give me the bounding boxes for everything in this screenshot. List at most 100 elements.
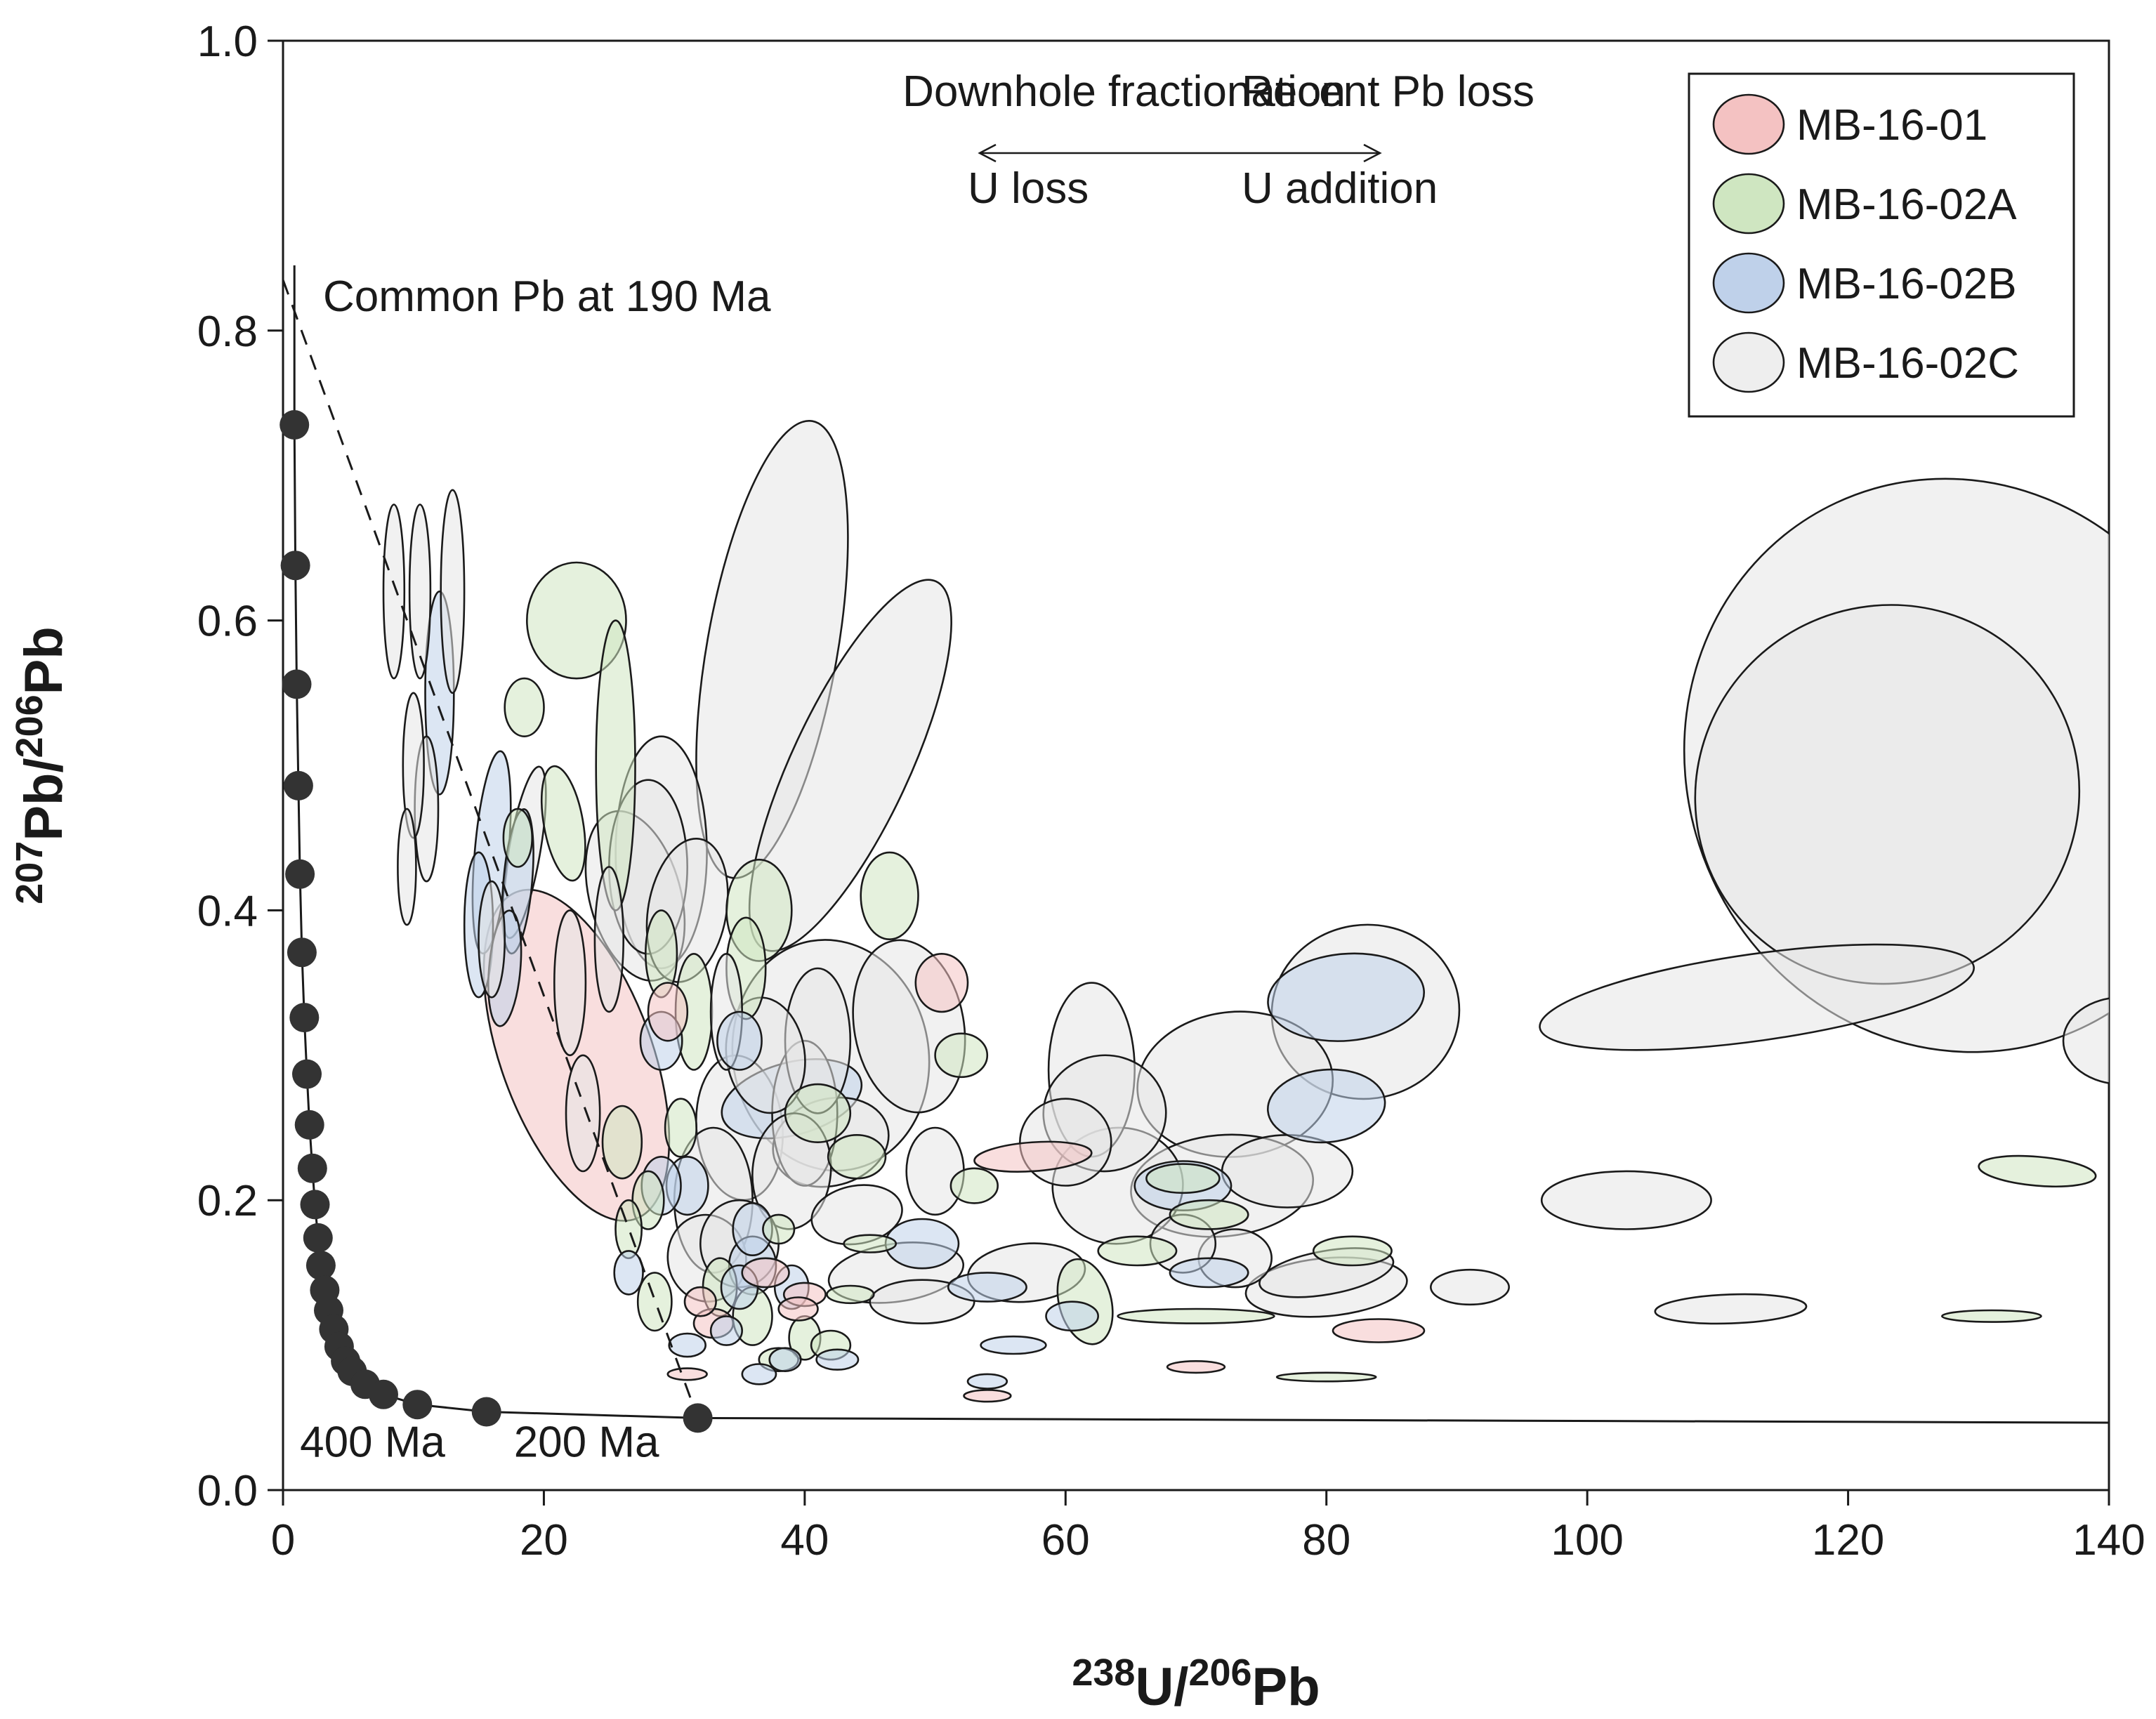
ellipse-mb-16-02b [716, 1010, 763, 1071]
ellipse-mb-16-02a [526, 561, 627, 680]
ellipse-mb-16-02a [1940, 1309, 2042, 1323]
ellipse-mb-16-02a [826, 1284, 875, 1305]
y-tick-label: 1.0 [197, 18, 258, 66]
annotation-text: Downhole fractionation [902, 67, 1346, 116]
legend-label-mb-16-02c: MB-16-02C [1796, 339, 2019, 388]
y-title-part1: Pb/ [14, 758, 74, 841]
ellipse-mb-16-02c [2062, 997, 2109, 1084]
ellipse-mb-16-02a [860, 851, 919, 941]
x-tick-label: 20 [520, 1516, 568, 1565]
ellipse-mb-16-02c [408, 503, 432, 680]
ellipse-mb-16-02c [397, 808, 417, 926]
ellipse-mb-16-02c [1540, 1170, 1712, 1230]
ellipse-mb-16-01 [914, 952, 969, 1013]
ellipse-mb-16-02c [1221, 1134, 1354, 1208]
ellipse-mb-16-02a [1275, 1371, 1377, 1383]
ellipse-mb-16-01 [741, 1257, 790, 1289]
concordia-point [280, 551, 310, 581]
y-title-sup2: 206 [8, 694, 51, 758]
concordia-point [471, 1397, 501, 1427]
ellipse-mb-16-02b [815, 1348, 860, 1371]
ellipse-mb-16-02c [382, 503, 406, 680]
concordia-point [369, 1379, 398, 1409]
ellipse-mb-16-01 [683, 1286, 717, 1317]
ellipse-mb-16-02a [601, 1105, 643, 1180]
x-tick-label: 40 [780, 1516, 829, 1565]
y-tick-label: 0.0 [197, 1467, 258, 1515]
ellipse-mb-16-02b [1169, 1257, 1249, 1289]
ellipse-mb-16-02a [949, 1167, 999, 1204]
y-title-sup1: 207 [8, 841, 51, 904]
concordia-point [285, 859, 315, 889]
ellipse-mb-16-02a [614, 1199, 643, 1260]
ellipse-mb-16-01 [973, 1140, 1093, 1173]
ellipse-mb-16-02a [1145, 1163, 1221, 1194]
concordia-point [683, 1403, 713, 1433]
ellipse-mb-16-02b [668, 1332, 707, 1358]
legend-label-mb-16-02a: MB-16-02A [1796, 180, 2017, 229]
annotation-text: U addition [1242, 164, 1438, 213]
legend-swatch-mb-16-02c [1712, 331, 1785, 393]
ellipse-mb-16-01 [963, 1389, 1012, 1403]
ellipse-mb-16-02c [1654, 1293, 1808, 1325]
x-title-sup2: 206 [1188, 1652, 1251, 1694]
ellipse-mb-16-02b [947, 1272, 1027, 1303]
legend-label-mb-16-02b: MB-16-02B [1796, 260, 2017, 308]
ellipse-mb-16-01 [777, 1296, 819, 1322]
common-pb-label: Common Pb at 190 Ma [323, 272, 771, 321]
ellipse-mb-16-02c [1539, 943, 1975, 1051]
ellipse-mb-16-02a [784, 1083, 852, 1143]
arrow-head-right [1363, 143, 1382, 163]
y-axis-ticks: 0.0 0.2 0.4 0.6 0.8 1.0 [197, 18, 283, 1515]
ellipse-mb-16-02a [595, 619, 636, 911]
points-layer [280, 410, 713, 1433]
ellipse-mb-16-02a [636, 1272, 673, 1332]
ellipse-mb-16-01 [1332, 1318, 1426, 1343]
ellipse-mb-16-01 [666, 1367, 708, 1381]
x-axis-ticks: 0 20 40 60 80 100 120 140 [271, 1490, 2145, 1565]
ellipse-mb-16-02c [1430, 1268, 1511, 1306]
annotation-text: Recent Pb loss [1242, 67, 1534, 116]
arrow-head-left [978, 143, 997, 163]
ellipse-mb-16-02b [1267, 952, 1426, 1042]
ellipse-mb-16-02c [440, 489, 466, 694]
concordia-point [300, 1190, 330, 1220]
y-axis-title: 207Pb/206Pb [8, 626, 74, 904]
y-tick-label: 0.2 [197, 1177, 258, 1225]
ellipse-mb-16-02b [1045, 1300, 1099, 1332]
concordia-point [289, 1003, 320, 1033]
ellipse-mb-16-02a [1097, 1235, 1178, 1267]
y-tick-label: 0.4 [197, 887, 258, 935]
concordia-point [294, 1109, 324, 1140]
y-tick-label: 0.6 [197, 598, 258, 646]
concordia-point [305, 1251, 336, 1281]
legend-swatch-mb-16-02a [1712, 173, 1785, 235]
x-axis-title: 238U/206Pb [1072, 1652, 1320, 1717]
concordia-point [303, 1223, 333, 1253]
ellipse-mb-16-01 [647, 982, 689, 1042]
ellipse-mb-16-02a [827, 1134, 887, 1180]
x-tick-label: 140 [2072, 1516, 2145, 1565]
concordia-point [297, 1153, 327, 1183]
ellipse-mb-16-02a [934, 1032, 989, 1079]
x-tick-label: 80 [1302, 1516, 1350, 1565]
x-title-part1: U/ [1135, 1657, 1188, 1717]
x-title-part2: Pb [1252, 1657, 1320, 1717]
ellipse-mb-16-02c [478, 880, 506, 999]
x-tick-label: 0 [271, 1516, 295, 1565]
legend-label-mb-16-01: MB-16-01 [1796, 101, 1987, 150]
concordia-point [287, 937, 317, 968]
annotation-text: 200 Ma [514, 1418, 659, 1467]
y-title-part2: Pb [14, 626, 74, 694]
ellipse-mb-16-01 [1166, 1359, 1226, 1374]
ellipse-mb-16-02a [843, 1234, 898, 1253]
concordia-point [282, 669, 312, 699]
ellipse-mb-16-02b [966, 1373, 1008, 1390]
x-title-sup1: 238 [1072, 1652, 1135, 1694]
ellipse-mb-16-02a [1169, 1199, 1249, 1230]
ellipse-mb-16-02c [553, 909, 587, 1057]
legend-swatch-mb-16-02b [1712, 252, 1785, 314]
x-tick-label: 100 [1551, 1516, 1623, 1565]
